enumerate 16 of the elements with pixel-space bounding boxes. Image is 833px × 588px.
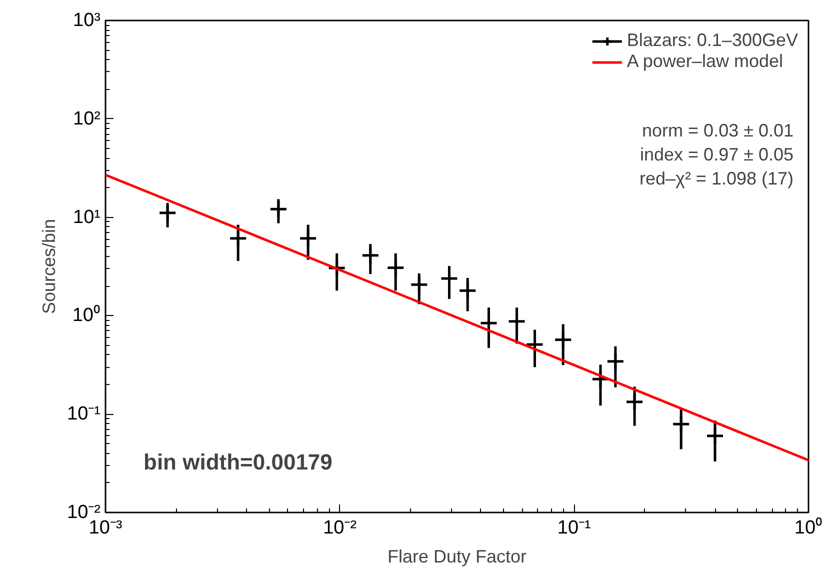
y-tick-label: 10²: [73, 108, 101, 130]
annotation: norm = 0.03 ± 0.01: [642, 120, 794, 140]
annotation: red–χ² = 1.098 (17): [639, 168, 794, 188]
y-axis-title: Sources/bin: [39, 218, 60, 314]
y-tick-label: 10⁻¹: [67, 404, 101, 425]
legend-label: Blazars: 0.1–300GeV: [626, 30, 798, 51]
x-tick-label: 10⁻¹: [557, 518, 591, 538]
x-tick-label: 10⁰: [794, 516, 823, 538]
y-tick-label: 10¹: [73, 206, 101, 228]
legend-label: A power–law model: [626, 51, 783, 72]
x-axis-title: Flare Duty Factor: [387, 546, 527, 566]
y-tick-label: 10³: [73, 10, 101, 31]
x-tick-label: 10⁻²: [323, 518, 357, 538]
annotation: bin width=0.00179: [144, 450, 332, 474]
annotation: index = 0.97 ± 0.05: [640, 144, 794, 164]
y-tick-label: 10⁰: [72, 304, 101, 326]
